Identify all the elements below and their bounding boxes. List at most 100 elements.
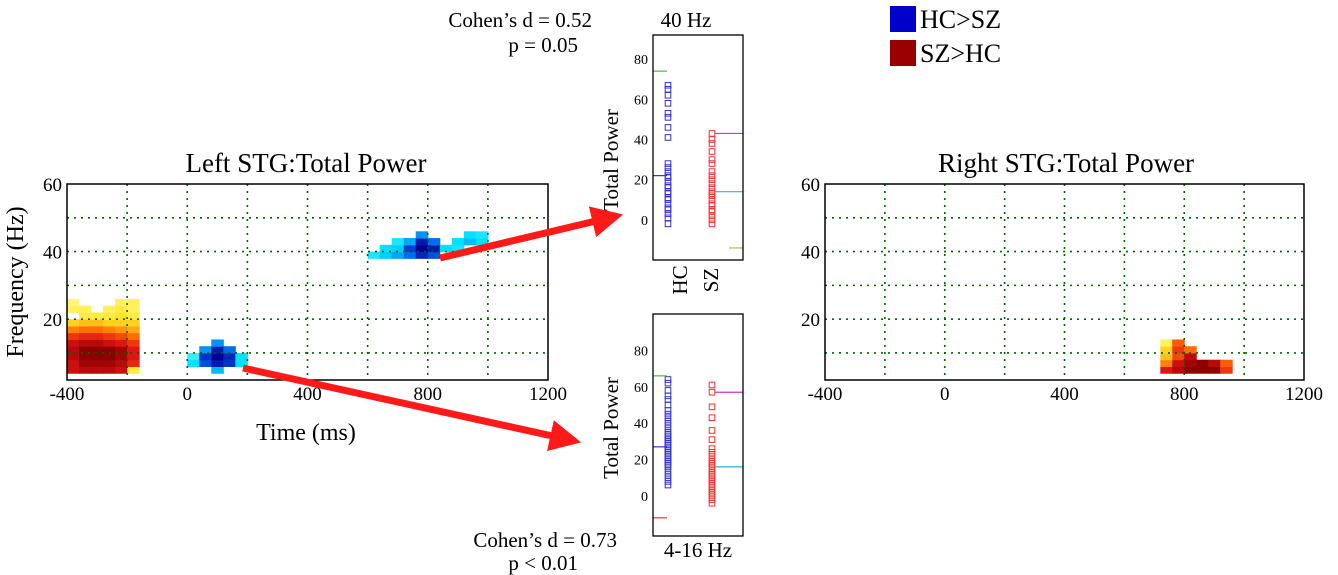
heatmap-cell <box>103 325 116 334</box>
scatter-point-hc <box>664 425 672 432</box>
scatter-point-hc <box>664 458 672 465</box>
y-tick-label: 80 <box>634 344 648 359</box>
scatter-point-sz <box>708 192 716 200</box>
heatmap-cell <box>115 359 128 367</box>
scatter-point-hc <box>664 200 672 208</box>
scatter-point-hc <box>664 196 672 204</box>
scatter-point-hc <box>664 407 672 414</box>
legend: HC>SZ SZ>HC <box>890 5 1001 68</box>
scatter-point-hc <box>664 463 672 471</box>
scatter-4-16hz-cohens-d: Cohen’s d = 0.73 <box>473 528 617 552</box>
scatter-point-sz <box>708 381 716 389</box>
heatmap-cell <box>127 319 140 327</box>
heatmap-cell <box>475 238 489 246</box>
heatmap-cell <box>127 312 140 320</box>
scatter-point-sz <box>708 414 716 422</box>
heatmap-cell <box>1220 359 1233 367</box>
heatmap-cell <box>1172 346 1185 354</box>
x-tick-label: -400 <box>808 384 843 405</box>
heatmap-cell <box>223 346 236 354</box>
scatter-point-sz <box>708 212 716 220</box>
heatmap-cell <box>1172 366 1185 374</box>
scatter-point-sz <box>708 490 716 498</box>
scatter-point-hc <box>664 467 672 474</box>
scatter-point-hc <box>664 376 672 383</box>
heatmap-cell <box>67 319 80 327</box>
y-tick-label: 40 <box>801 243 820 264</box>
scatter-point-sz <box>708 148 716 155</box>
heatmap-cell <box>115 332 128 340</box>
scatter-point-hc <box>664 91 672 99</box>
legend-label-hc-gt-sz: HC>SZ <box>920 5 1001 34</box>
scatter-point-hc <box>664 481 672 489</box>
scatter-point-hc <box>664 206 672 214</box>
scatter-point-sz <box>708 487 716 494</box>
scatter-point-sz <box>708 489 716 496</box>
scatter-40hz-frame <box>652 34 744 261</box>
scatter-point-hc <box>664 220 672 228</box>
x-tick-label: 0 <box>183 384 193 405</box>
heatmap-cell <box>115 305 128 313</box>
scatter-point-sz <box>708 476 716 483</box>
scatter-point-sz <box>708 469 716 476</box>
scatter-point-hc <box>664 447 672 454</box>
heatmap-cell <box>1160 359 1173 367</box>
heatmap-cell <box>103 366 116 374</box>
heatmap-cell <box>415 251 429 259</box>
scatter-point-hc <box>664 178 672 185</box>
left-heatmap-ylabel: Frequency (Hz) <box>3 206 29 357</box>
heatmap-cell <box>1160 366 1173 374</box>
scatter-point-sz <box>708 130 716 137</box>
scatter-40hz-title: 40 Hz <box>661 8 712 32</box>
scatter-point-hc <box>664 432 672 440</box>
legend-label-sz-gt-hc: SZ>HC <box>920 39 1001 68</box>
arrow-40hz <box>439 206 624 262</box>
scatter-4-16hz-title: 4-16 Hz <box>664 538 732 562</box>
scatter-point-sz <box>708 452 716 460</box>
scatter-point-hc <box>664 214 672 222</box>
heatmap-cell <box>67 352 80 361</box>
heatmap-cell <box>451 244 465 253</box>
heatmap-cell <box>211 339 224 347</box>
scatter-point-hc <box>664 168 672 175</box>
x-tick-label: -400 <box>50 384 85 405</box>
heatmap-cell <box>211 366 224 374</box>
y-tick-label: 20 <box>43 310 62 331</box>
arrow-4-16hz <box>242 364 582 451</box>
heatmap-cell <box>391 238 405 246</box>
scatter-point-sz <box>708 180 716 187</box>
heatmap-cell <box>391 244 405 253</box>
scatter-point-sz <box>708 459 716 467</box>
scatter-point-hc <box>664 110 672 117</box>
scatter-point-sz <box>708 184 716 191</box>
heatmap-cell <box>91 352 104 361</box>
y-tick-label: 40 <box>634 417 648 432</box>
heatmap-cell <box>1196 366 1209 374</box>
scatter-4-16hz-p-value: p < 0.01 <box>508 551 578 575</box>
scatter-point-hc <box>664 456 672 463</box>
heatmap-cell <box>67 325 80 334</box>
heatmap-cell <box>1196 359 1209 367</box>
heatmap-cell <box>1184 352 1197 361</box>
scatter-point-sz <box>708 445 716 452</box>
legend-swatch-hc-gt-sz <box>890 6 916 32</box>
scatter-point-sz <box>708 403 716 411</box>
heatmap-cell <box>91 346 104 354</box>
scatter-point-sz <box>708 458 716 465</box>
scatter-point-sz <box>708 496 716 503</box>
scatter-point-sz <box>708 470 716 478</box>
scatter-point-hc <box>664 401 672 409</box>
heatmap-cell <box>115 298 128 307</box>
heatmap-cell <box>79 346 92 354</box>
scatter-point-hc <box>664 164 672 171</box>
y-tick-label: 0 <box>641 214 648 229</box>
scatter-point-hc <box>664 379 672 387</box>
heatmap-cell <box>187 352 200 361</box>
scatter-4-16hz-frame <box>652 313 744 537</box>
heatmap-cell <box>91 339 104 347</box>
scatter-point-hc <box>664 450 672 458</box>
scatter-point-hc <box>664 182 672 189</box>
heatmap-cell <box>91 359 104 367</box>
heatmap-cell <box>127 359 140 367</box>
